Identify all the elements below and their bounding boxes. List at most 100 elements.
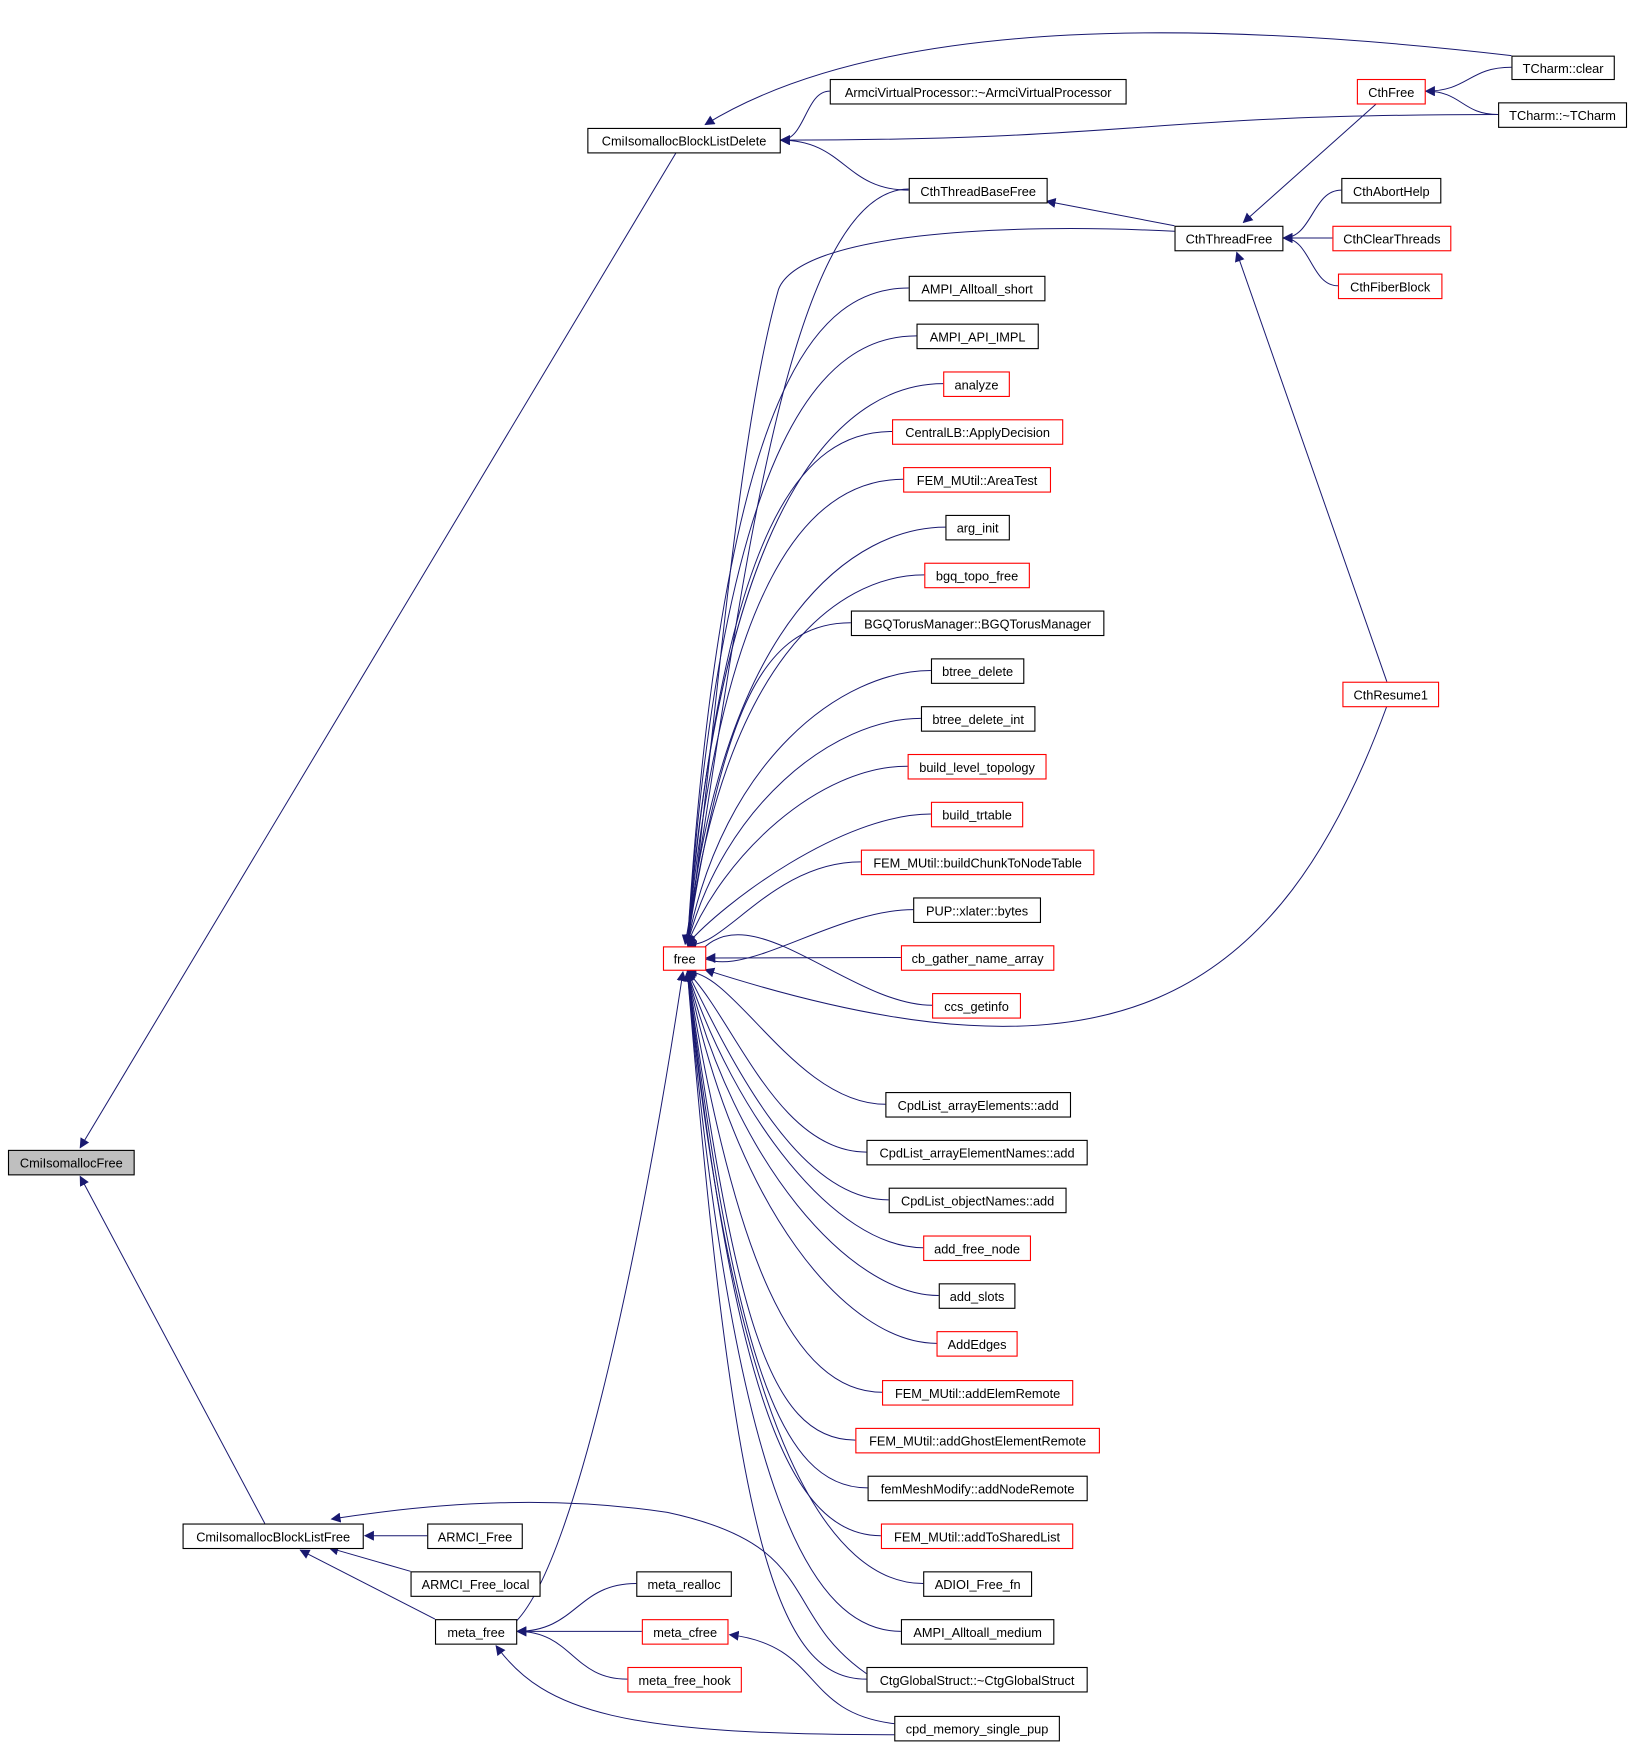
node-pupbytes[interactable]: PUP::xlater::bytes <box>913 897 1042 923</box>
node-box <box>7 1149 135 1176</box>
node-analyze[interactable]: analyze <box>943 371 1010 397</box>
node-addelem[interactable]: FEM_MUtil::addElemRemote <box>881 1380 1074 1406</box>
node-armcifree[interactable]: ARMCI_Free <box>427 1523 523 1550</box>
call-edge-metahook-to-metafree <box>516 1626 628 1680</box>
node-cthfiber[interactable]: CthFiberBlock <box>1337 273 1443 300</box>
node-buildchunk[interactable]: FEM_MUtil::buildChunkToNodeTable <box>860 849 1095 876</box>
node-label: FEM_MUtil::AreaTest <box>917 473 1038 488</box>
node-bgqtopo[interactable]: bgq_topo_free <box>924 562 1030 589</box>
node-label: CpdList_objectNames::add <box>901 1193 1054 1208</box>
node-box <box>930 801 1024 828</box>
node-areatest[interactable]: FEM_MUtil::AreaTest <box>903 467 1052 493</box>
node-box <box>916 323 1039 350</box>
node-addfree[interactable]: add_free_node <box>923 1235 1032 1262</box>
node-adioi[interactable]: ADIOI_Free_fn <box>923 1571 1033 1597</box>
call-edge-ampimed-to-free <box>683 970 901 1632</box>
node-bld[interactable]: CmiIsomallocBlockListDelete <box>587 127 781 154</box>
node-cthabort[interactable]: CthAbortHelp <box>1341 177 1442 204</box>
node-ampishort[interactable]: AMPI_Alltoall_short <box>908 275 1046 302</box>
node-box <box>880 1523 1074 1550</box>
node-metarealloc[interactable]: meta_realloc <box>636 1571 732 1597</box>
node-label: CpdList_arrayElementNames::add <box>880 1146 1075 1161</box>
node-label: meta_free_hook <box>638 1673 731 1688</box>
node-box <box>182 1523 364 1550</box>
node-label: arg_init <box>957 521 999 536</box>
node-ctf[interactable]: CthThreadFree <box>1174 225 1284 252</box>
node-label: CentralLB::ApplyDecision <box>905 425 1050 440</box>
node-ampiapi[interactable]: AMPI_API_IMPL <box>916 323 1039 350</box>
node-btreedel[interactable]: btree_delete <box>930 658 1025 684</box>
node-tclear[interactable]: TCharm::clear <box>1511 55 1615 81</box>
node-metafree[interactable]: meta_free <box>434 1619 518 1645</box>
node-label: CthThreadBaseFree <box>920 184 1036 199</box>
node-label: PUP::xlater::bytes <box>926 903 1028 918</box>
node-label: ArmciVirtualProcessor::~ArmciVirtualProc… <box>845 85 1112 100</box>
node-blf[interactable]: CmiIsomallocBlockListFree <box>182 1523 364 1550</box>
call-edge-applydec-to-free <box>683 430 893 946</box>
node-arginit[interactable]: arg_init <box>945 514 1010 541</box>
node-ccsget[interactable]: ccs_getinfo <box>932 993 1022 1019</box>
node-box <box>860 849 1095 876</box>
node-armcivp[interactable]: ArmciVirtualProcessor::~ArmciVirtualProc… <box>829 78 1127 105</box>
node-addghost[interactable]: FEM_MUtil::addGhostElementRemote <box>855 1427 1100 1454</box>
node-addedges[interactable]: AddEdges <box>936 1331 1018 1357</box>
node-applydec[interactable]: CentralLB::ApplyDecision <box>892 419 1064 445</box>
node-label: btree_delete_int <box>932 712 1024 727</box>
call-edge-cpdarrnames-to-free <box>686 971 867 1153</box>
node-buildlevel[interactable]: build_level_topology <box>907 753 1047 780</box>
node-box <box>885 1092 1072 1118</box>
node-bgqtorus[interactable]: BGQTorusManager::BGQTorusManager <box>850 610 1105 637</box>
node-tdtor[interactable]: TCharm::~TCharm <box>1498 102 1628 128</box>
node-btreedelint[interactable]: btree_delete_int <box>920 706 1036 732</box>
node-cbgather[interactable]: cb_gather_name_array <box>900 945 1055 971</box>
call-edge-metarealloc-to-metafree <box>516 1583 637 1637</box>
node-label: cpd_memory_single_pup <box>906 1722 1049 1737</box>
node-addnode[interactable]: femMeshModify::addNodeRemote <box>867 1475 1088 1502</box>
node-box <box>641 1619 729 1645</box>
call-edge-addfree-to-free <box>685 970 924 1249</box>
node-label: CthThreadFree <box>1186 232 1273 247</box>
node-label: CthClearThreads <box>1343 232 1440 247</box>
node-box <box>866 1666 1088 1693</box>
node-label: CmiIsomallocBlockListFree <box>196 1529 350 1544</box>
node-buildtrt[interactable]: build_trtable <box>930 801 1024 828</box>
node-label: CthAbortHelp <box>1353 184 1430 199</box>
node-ampimed[interactable]: AMPI_Alltoall_medium <box>900 1619 1055 1645</box>
call-edge-armcilocal-to-blf <box>328 1545 411 1572</box>
node-root[interactable]: CmiIsomallocFree <box>7 1149 135 1176</box>
call-edge-tclear-to-bld <box>704 32 1512 126</box>
node-cpdarr[interactable]: CpdList_arrayElements::add <box>885 1092 1072 1118</box>
node-label: FEM_MUtil::addGhostElementRemote <box>869 1434 1086 1449</box>
nodes: CmiIsomallocFree CmiIsomallocBlockListDel… <box>7 55 1628 1742</box>
call-edge-addedges-to-free <box>684 970 937 1344</box>
call-edge-tdtor-to-bld <box>779 114 1499 146</box>
node-cpdmem[interactable]: cpd_memory_single_pup <box>894 1715 1060 1742</box>
node-addslots[interactable]: add_slots <box>938 1283 1016 1309</box>
node-label: CmiIsomallocFree <box>20 1156 123 1171</box>
node-label: analyze <box>955 377 999 392</box>
call-edge-cpdmem-to-metafree <box>495 1644 895 1736</box>
call-edge-cthresume-to-free <box>704 705 1388 1027</box>
node-metacfree[interactable]: meta_cfree <box>641 1619 729 1645</box>
node-box <box>1356 78 1426 105</box>
node-cthclear[interactable]: CthClearThreads <box>1332 225 1452 252</box>
node-addshared[interactable]: FEM_MUtil::addToSharedList <box>880 1523 1074 1550</box>
node-metahook[interactable]: meta_free_hook <box>627 1666 742 1693</box>
node-cthresume[interactable]: CthResume1 <box>1342 681 1440 708</box>
node-box <box>938 1283 1016 1309</box>
node-free[interactable]: free <box>662 946 707 971</box>
node-label: meta_cfree <box>653 1625 717 1640</box>
node-box <box>908 275 1046 302</box>
node-box <box>900 1619 1055 1645</box>
call-edge-ctf-to-ctbf <box>1045 198 1175 227</box>
node-cpdarrnames[interactable]: CpdList_arrayElementNames::add <box>866 1139 1088 1166</box>
node-label: FEM_MUtil::buildChunkToNodeTable <box>873 855 1082 870</box>
node-ctg[interactable]: CtgGlobalStruct::~CtgGlobalStruct <box>866 1666 1088 1693</box>
node-armcilocal[interactable]: ARMCI_Free_local <box>410 1571 541 1597</box>
node-box <box>924 562 1030 589</box>
call-edge-adioi-to-free <box>683 970 924 1585</box>
node-cthfree[interactable]: CthFree <box>1356 78 1426 105</box>
node-ctbf[interactable]: CthThreadBaseFree <box>908 177 1048 204</box>
node-box <box>888 1187 1067 1214</box>
node-cpdobj[interactable]: CpdList_objectNames::add <box>888 1187 1067 1214</box>
